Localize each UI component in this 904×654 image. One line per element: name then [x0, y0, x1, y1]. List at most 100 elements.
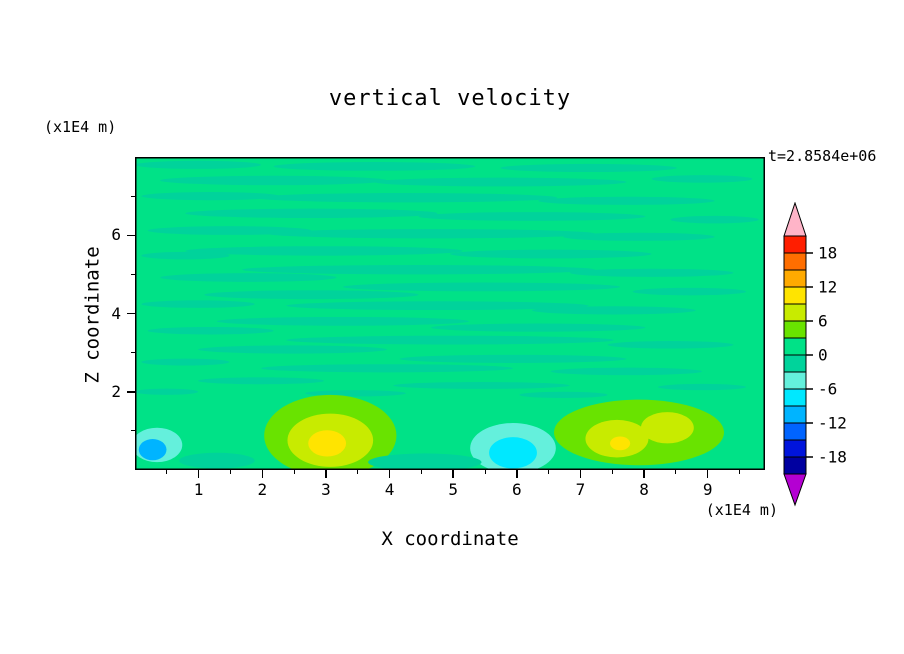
colorbar-cell — [783, 320, 807, 339]
contour-band — [261, 364, 513, 373]
contour-band — [198, 377, 324, 385]
contour-band — [267, 228, 595, 239]
contour-plot-area — [135, 157, 765, 470]
contour-band — [147, 226, 312, 235]
contour-band — [286, 301, 589, 311]
colorbar-cell — [783, 439, 807, 458]
colorbar-cell — [783, 371, 807, 390]
contour-feature — [368, 453, 482, 470]
contour-band — [204, 290, 419, 300]
y-tick-label: 4 — [111, 303, 121, 323]
colorbar-label: -12 — [818, 414, 847, 433]
contour-band — [160, 175, 387, 186]
contour-band — [135, 388, 198, 395]
y-tick-label: 6 — [111, 225, 121, 245]
contour-band — [242, 264, 595, 275]
y-major-tick — [127, 312, 135, 315]
contour-band — [450, 249, 652, 259]
x-major-tick — [643, 470, 645, 478]
contour-band — [393, 382, 570, 389]
contour-feature — [489, 437, 537, 469]
contour-band — [657, 383, 747, 391]
x-minor-tick — [611, 470, 613, 474]
x-tick-label: 9 — [702, 480, 713, 499]
colorbar-under-arrow — [783, 473, 807, 507]
x-major-tick — [261, 470, 264, 478]
x-major-tick — [579, 470, 582, 478]
time-label: t=2.8584e+06 — [768, 147, 877, 165]
contour-band — [147, 326, 274, 335]
colorbar-cell — [783, 388, 807, 407]
contour-band — [198, 345, 387, 354]
contour-band — [632, 287, 747, 296]
x-minor-tick — [484, 470, 486, 474]
y-minor-tick — [131, 430, 135, 432]
contour-band — [670, 215, 759, 224]
x-minor-tick — [420, 470, 422, 474]
contour-band — [431, 323, 646, 332]
colorbar-cell — [783, 269, 807, 288]
colorbar-label: -18 — [818, 448, 847, 467]
contour-band — [563, 232, 715, 241]
contour-band — [254, 192, 558, 203]
colorbar-cell — [783, 354, 807, 373]
y-minor-tick — [131, 195, 135, 197]
x-major-tick — [325, 470, 327, 478]
y-major-tick — [127, 234, 135, 236]
contour-feature — [179, 452, 255, 469]
colorbar-label: -6 — [818, 380, 837, 399]
y-axis-label: Z coordinate — [81, 246, 104, 384]
contour-band — [500, 163, 677, 173]
colorbar-cell — [783, 235, 807, 254]
x-tick-label: 8 — [639, 480, 649, 499]
colorbar-label: 6 — [818, 312, 828, 331]
x-minor-tick — [229, 470, 231, 474]
contour-band — [141, 251, 230, 260]
colorbar-cell — [783, 286, 807, 305]
x-minor-tick — [357, 470, 359, 474]
contour-feature — [640, 412, 694, 444]
x-axis-label: X coordinate — [381, 528, 519, 550]
x-minor-tick — [675, 470, 677, 474]
colorbar-cell — [783, 337, 807, 356]
y-minor-tick — [131, 273, 135, 275]
x-minor-tick — [293, 470, 295, 474]
contour-band — [185, 246, 463, 256]
colorbar-cell — [783, 456, 807, 475]
y-minor-tick — [131, 352, 135, 354]
colorbar-cell — [783, 252, 807, 271]
plot-frame — [135, 157, 765, 470]
x-major-tick — [706, 470, 709, 478]
x-axis-unit-label: (x1E4 m) — [705, 501, 778, 519]
contour-band — [651, 175, 753, 183]
contour-band — [418, 212, 646, 221]
colorbar-over-arrow — [783, 202, 807, 237]
contour-band — [141, 358, 230, 366]
contour-band — [160, 273, 337, 282]
contour-band — [374, 177, 627, 187]
x-major-tick — [388, 470, 391, 478]
x-tick-label: 1 — [193, 480, 204, 499]
x-tick-label: 6 — [511, 480, 522, 499]
contour-feature — [610, 436, 631, 451]
colorbar-label: 18 — [818, 244, 837, 263]
colorbar-cell — [783, 405, 807, 424]
contour-band — [399, 354, 627, 363]
y-tick-label: 2 — [111, 381, 121, 401]
contour-band — [538, 196, 715, 205]
chart-title: vertical velocity — [328, 86, 572, 111]
x-minor-tick — [548, 470, 550, 474]
colorbar-cell — [783, 422, 807, 441]
contour-band — [550, 367, 702, 376]
contour-feature — [308, 430, 347, 457]
x-major-tick — [516, 470, 518, 478]
x-major-tick — [452, 470, 454, 478]
x-minor-tick — [166, 470, 168, 474]
contour-band — [135, 160, 261, 169]
contour-band — [286, 335, 614, 345]
contour-band — [519, 391, 608, 399]
colorbar-label: 0 — [818, 346, 828, 365]
x-tick-label: 5 — [448, 480, 458, 499]
contour-band — [607, 341, 734, 349]
colorbar: 18 12 6 0 -6 -12 -18 — [783, 202, 847, 507]
